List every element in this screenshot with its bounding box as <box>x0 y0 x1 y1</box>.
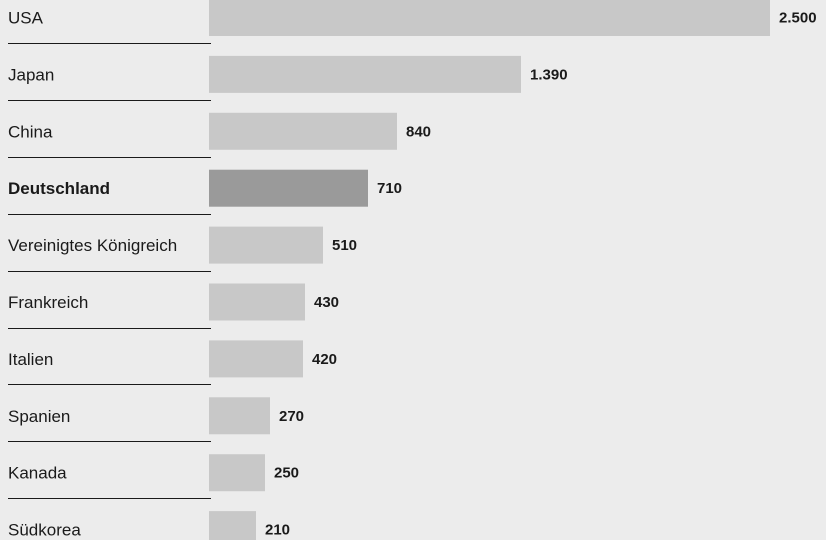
category-label: Frankreich <box>8 293 88 312</box>
bar <box>209 169 368 207</box>
value-label: 430 <box>314 294 339 311</box>
category-label: Italien <box>8 350 53 369</box>
value-label: 1.390 <box>530 66 568 83</box>
category-label: Südkorea <box>8 521 81 540</box>
value-label: 510 <box>332 237 357 254</box>
value-label: 420 <box>312 351 337 368</box>
category-label: Kanada <box>8 464 67 483</box>
category-label: Vereinigtes Königreich <box>8 236 177 255</box>
category-label: China <box>8 122 53 141</box>
bar <box>209 511 256 540</box>
bar <box>209 112 397 150</box>
bar <box>209 340 303 378</box>
category-label: USA <box>8 9 44 28</box>
value-label: 840 <box>406 123 431 140</box>
bar <box>209 226 323 264</box>
value-label: 2.500 <box>779 10 817 27</box>
category-label: Deutschland <box>8 179 110 198</box>
value-label: 270 <box>279 408 304 425</box>
category-label: Spanien <box>8 407 70 426</box>
bar <box>209 454 265 492</box>
value-label: 710 <box>377 180 402 197</box>
value-label: 250 <box>274 465 299 482</box>
category-label: Japan <box>8 65 54 84</box>
bar <box>209 0 770 36</box>
bar <box>209 397 270 435</box>
bar <box>209 283 305 321</box>
value-label: 210 <box>265 522 290 539</box>
bar <box>209 55 521 93</box>
